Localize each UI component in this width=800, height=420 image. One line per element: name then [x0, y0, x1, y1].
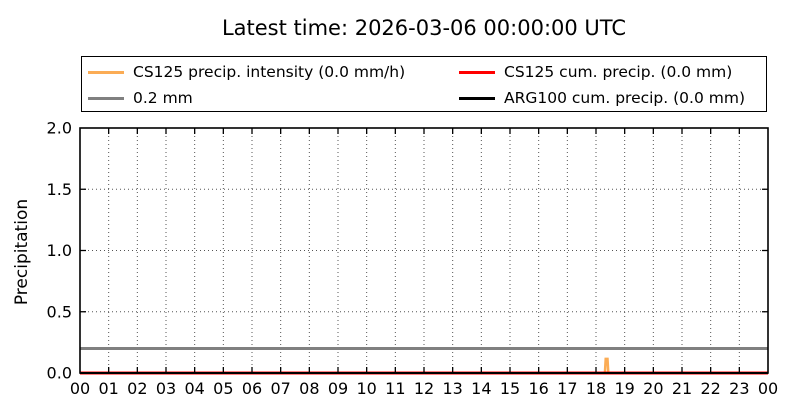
x-tick-label: 03	[156, 379, 176, 398]
y-tick-label: 1.5	[47, 180, 72, 199]
x-tick-label: 18	[586, 379, 606, 398]
x-tick-label: 23	[729, 379, 749, 398]
x-tick-label: 15	[500, 379, 520, 398]
legend-line-swatch-black	[459, 96, 495, 100]
legend-item-arg100-cum: ARG100 cum. precip. (0.0 mm)	[459, 88, 745, 108]
x-tick-label: 05	[213, 379, 233, 398]
legend-item-02mm: 0.2 mm	[88, 88, 193, 108]
x-tick-label: 02	[127, 379, 147, 398]
legend-label: CS125 precip. intensity (0.0 mm/h)	[133, 63, 406, 81]
x-tick-label: 11	[385, 379, 405, 398]
x-tick-label: 17	[557, 379, 577, 398]
x-tick-label: 10	[356, 379, 376, 398]
x-tick-label: 07	[270, 379, 290, 398]
legend-line-swatch-red	[459, 70, 495, 74]
legend: CS125 precip. intensity (0.0 mm/h) 0.2 m…	[81, 56, 767, 112]
x-tick-label: 12	[414, 379, 434, 398]
x-tick-label: 01	[98, 379, 118, 398]
x-tick-label: 08	[299, 379, 319, 398]
legend-label: ARG100 cum. precip. (0.0 mm)	[504, 89, 745, 107]
chart-title: Latest time: 2026-03-06 00:00:00 UTC	[221, 16, 627, 40]
y-tick-label: 0.5	[47, 302, 72, 321]
x-tick-label: 19	[614, 379, 634, 398]
legend-item-cs125-cum: CS125 cum. precip. (0.0 mm)	[459, 62, 732, 82]
legend-item-cs125-intensity: CS125 precip. intensity (0.0 mm/h)	[88, 62, 405, 82]
legend-label: CS125 cum. precip. (0.0 mm)	[504, 63, 733, 81]
y-tick-label: 0.0	[47, 364, 72, 383]
x-tick-label: 21	[672, 379, 692, 398]
x-tick-label: 09	[328, 379, 348, 398]
x-tick-label: 22	[700, 379, 720, 398]
x-tick-label: 20	[643, 379, 663, 398]
x-tick-label: 00	[70, 379, 90, 398]
x-tick-label: 04	[184, 379, 204, 398]
legend-line-swatch-orange	[88, 70, 124, 74]
x-tick-label: 14	[471, 379, 491, 398]
x-tick-label: 00	[758, 379, 778, 398]
x-tick-label: 16	[528, 379, 548, 398]
legend-label: 0.2 mm	[133, 89, 193, 107]
x-tick-label: 13	[442, 379, 462, 398]
y-tick-label: 2.0	[47, 119, 72, 138]
legend-line-swatch-gray	[88, 96, 124, 100]
x-tick-label: 06	[242, 379, 262, 398]
y-tick-label: 1.0	[47, 241, 72, 260]
